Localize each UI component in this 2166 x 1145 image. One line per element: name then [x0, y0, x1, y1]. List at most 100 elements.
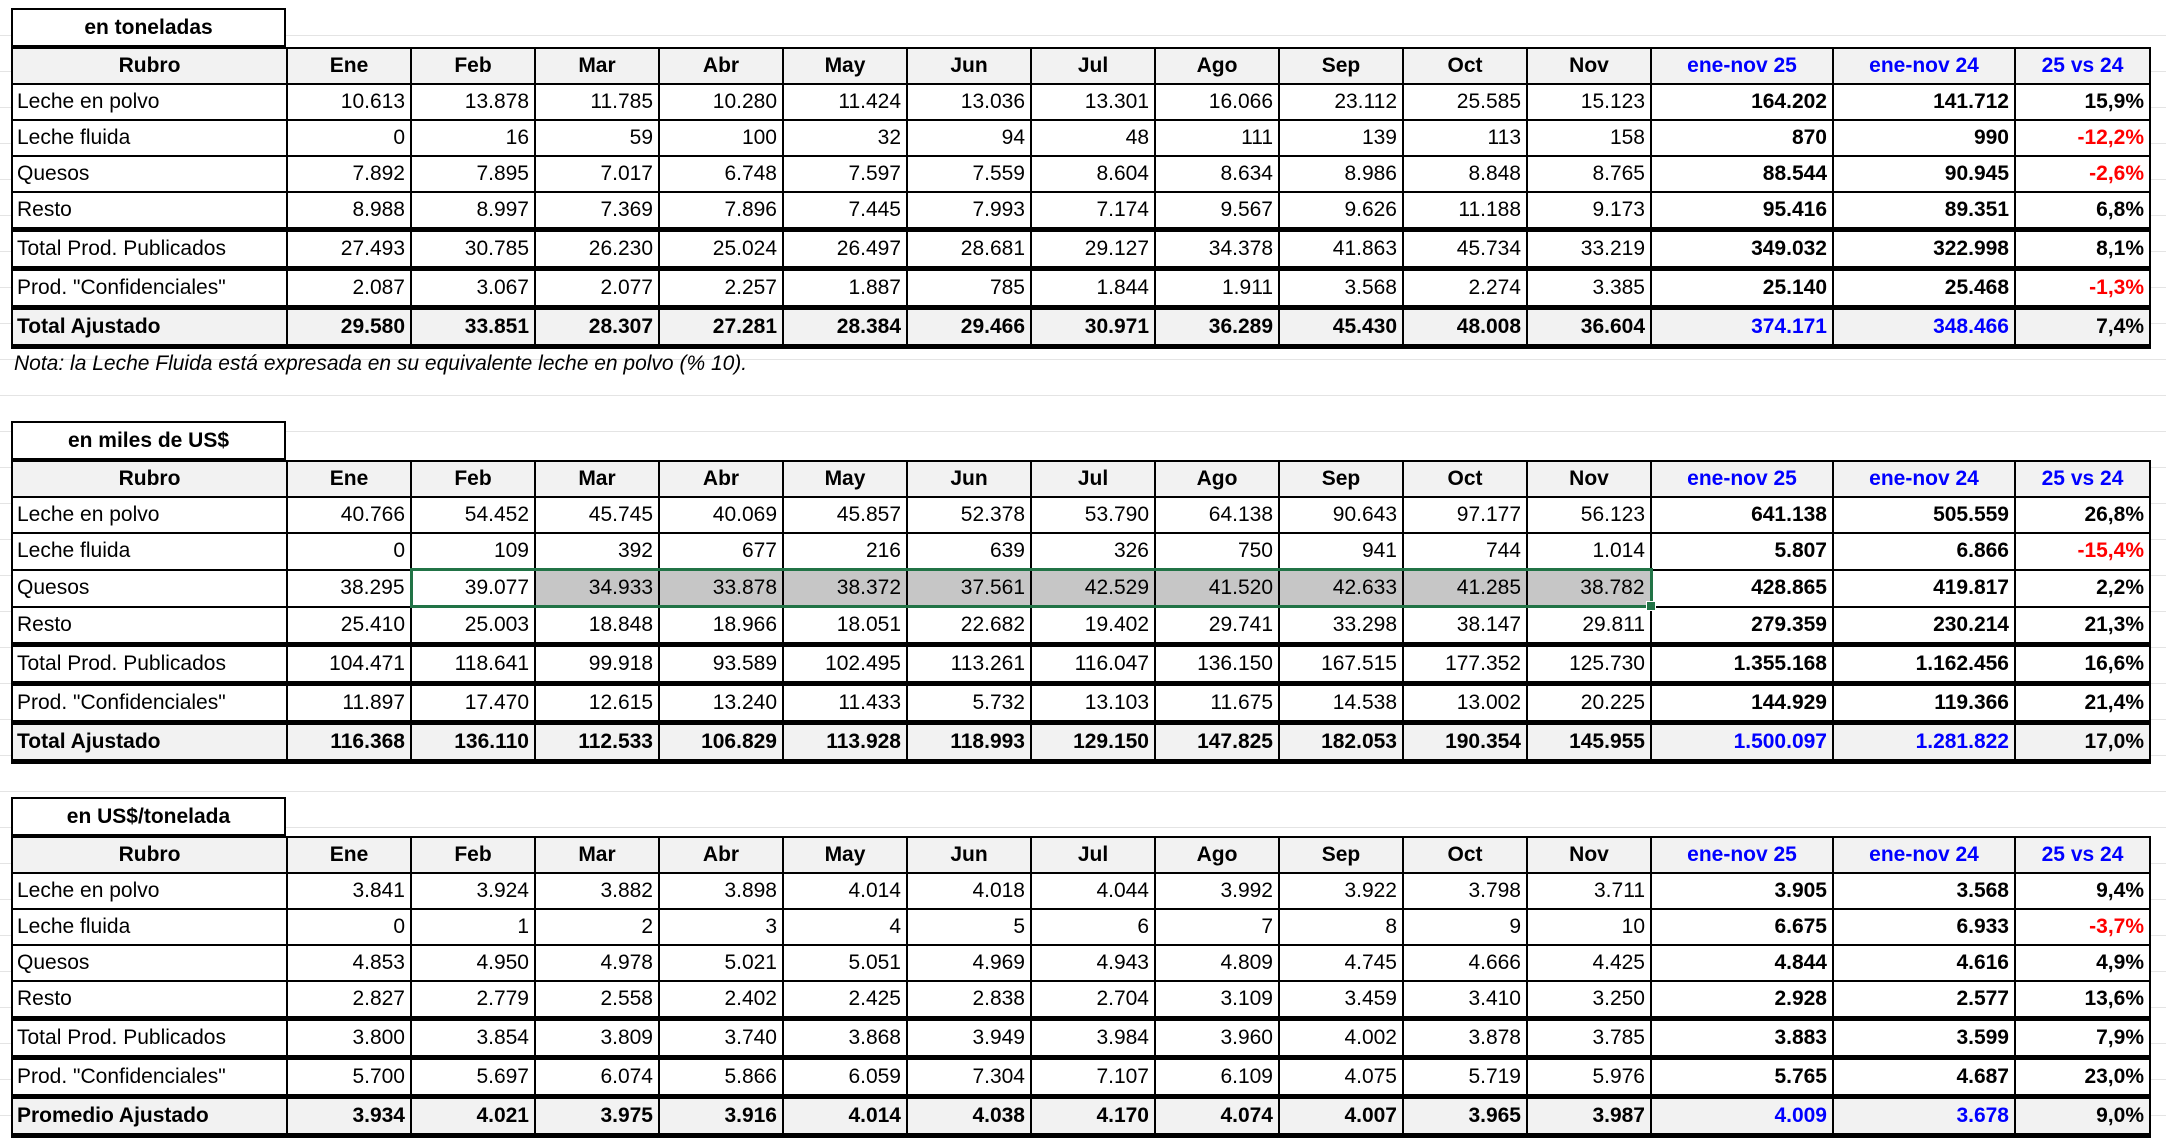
month-cell[interactable]: 13.103 — [1030, 681, 1156, 724]
month-cell[interactable]: 41.863 — [1278, 227, 1404, 270]
month-cell[interactable]: 112.533 — [534, 720, 660, 764]
column-header[interactable]: Ago — [1154, 460, 1280, 498]
month-cell[interactable]: 48.008 — [1402, 305, 1528, 349]
ytd-2025-cell[interactable]: 2.928 — [1650, 980, 1834, 1020]
pct-change-cell[interactable]: 4,9% — [2014, 944, 2151, 982]
month-cell[interactable]: 11.188 — [1402, 191, 1528, 231]
ytd-2024-cell[interactable]: 348.466 — [1832, 305, 2016, 349]
month-cell[interactable]: 145.955 — [1526, 720, 1652, 764]
month-cell[interactable]: 4.969 — [906, 944, 1032, 982]
month-cell[interactable]: 40.069 — [658, 496, 784, 534]
month-cell[interactable]: 3.975 — [534, 1094, 660, 1138]
month-cell[interactable]: 1.844 — [1030, 266, 1156, 309]
month-cell[interactable]: 0 — [286, 119, 412, 157]
month-cell[interactable]: 3.922 — [1278, 872, 1404, 910]
month-cell[interactable]: 2.558 — [534, 980, 660, 1020]
month-cell[interactable]: 29.580 — [286, 305, 412, 349]
month-cell[interactable]: 41.285 — [1402, 568, 1528, 608]
month-cell[interactable]: 4.021 — [410, 1094, 536, 1138]
ytd-2024-cell[interactable]: 3.599 — [1832, 1016, 2016, 1059]
month-cell[interactable]: 34.378 — [1154, 227, 1280, 270]
month-cell[interactable]: 11.433 — [782, 681, 908, 724]
column-header[interactable]: Jul — [1030, 460, 1156, 498]
month-cell[interactable]: 8.634 — [1154, 155, 1280, 193]
month-cell[interactable]: 99.918 — [534, 642, 660, 685]
ytd-2024-cell[interactable]: 230.214 — [1832, 605, 2016, 646]
row-label-cell[interactable]: Prod. "Confidenciales" — [11, 681, 288, 724]
ytd-2024-cell[interactable]: 89.351 — [1832, 191, 2016, 231]
month-cell[interactable]: 2.402 — [658, 980, 784, 1020]
month-cell[interactable]: 158 — [1526, 119, 1652, 157]
month-cell[interactable]: 30.785 — [410, 227, 536, 270]
month-cell[interactable]: 8.986 — [1278, 155, 1404, 193]
month-cell[interactable]: 10 — [1526, 908, 1652, 946]
month-cell[interactable]: 38.147 — [1402, 605, 1528, 646]
row-label-cell[interactable]: Prod. "Confidenciales" — [11, 1055, 288, 1098]
month-cell[interactable]: 3.984 — [1030, 1016, 1156, 1059]
column-header[interactable]: Rubro — [11, 836, 288, 874]
row-label-cell[interactable]: Leche en polvo — [11, 496, 288, 534]
month-cell[interactable]: 13.002 — [1402, 681, 1528, 724]
month-cell[interactable]: 9.567 — [1154, 191, 1280, 231]
month-cell[interactable]: 744 — [1402, 532, 1528, 571]
month-cell[interactable]: 0 — [286, 908, 412, 946]
ytd-2025-cell[interactable]: 3.905 — [1650, 872, 1834, 910]
pct-change-cell[interactable]: 8,1% — [2014, 227, 2151, 270]
month-cell[interactable]: 3.878 — [1402, 1016, 1528, 1059]
month-cell[interactable]: 106.829 — [658, 720, 784, 764]
month-cell[interactable]: 3.934 — [286, 1094, 412, 1138]
month-cell[interactable]: 3.949 — [906, 1016, 1032, 1059]
month-cell[interactable]: 11.675 — [1154, 681, 1280, 724]
pct-change-cell[interactable]: 7,4% — [2014, 305, 2151, 349]
month-cell[interactable]: 136.110 — [410, 720, 536, 764]
month-cell[interactable]: 4 — [782, 908, 908, 946]
month-cell[interactable]: 136.150 — [1154, 642, 1280, 685]
month-cell[interactable]: 2.077 — [534, 266, 660, 309]
month-cell[interactable]: 8 — [1278, 908, 1404, 946]
month-cell[interactable]: 113.261 — [906, 642, 1032, 685]
column-header[interactable]: 25 vs 24 — [2014, 47, 2151, 85]
pct-change-cell[interactable]: 16,6% — [2014, 642, 2151, 685]
month-cell[interactable]: 12.615 — [534, 681, 660, 724]
month-cell[interactable]: 7.304 — [906, 1055, 1032, 1098]
month-cell[interactable]: 4.978 — [534, 944, 660, 982]
ytd-2025-cell[interactable]: 95.416 — [1650, 191, 1834, 231]
month-cell[interactable]: 13.878 — [410, 83, 536, 121]
month-cell[interactable]: 6.748 — [658, 155, 784, 193]
ytd-2025-cell[interactable]: 164.202 — [1650, 83, 1834, 121]
month-cell[interactable]: 8.988 — [286, 191, 412, 231]
row-label-cell[interactable]: Promedio Ajustado — [11, 1094, 288, 1138]
month-cell[interactable]: 1.887 — [782, 266, 908, 309]
pct-change-cell[interactable]: 6,8% — [2014, 191, 2151, 231]
month-cell[interactable]: 3.898 — [658, 872, 784, 910]
table-title[interactable]: en miles de US$ — [11, 421, 286, 460]
month-cell[interactable]: 3.960 — [1154, 1016, 1280, 1059]
month-cell[interactable]: 40.766 — [286, 496, 412, 534]
month-cell[interactable]: 20.225 — [1526, 681, 1652, 724]
month-cell[interactable]: 9 — [1402, 908, 1528, 946]
column-header[interactable]: Ene — [286, 47, 412, 85]
month-cell[interactable]: 167.515 — [1278, 642, 1404, 685]
month-cell[interactable]: 3.868 — [782, 1016, 908, 1059]
month-cell[interactable]: 17.470 — [410, 681, 536, 724]
column-header[interactable]: Feb — [410, 460, 536, 498]
month-cell[interactable]: 3.711 — [1526, 872, 1652, 910]
month-cell[interactable]: 5 — [906, 908, 1032, 946]
column-header[interactable]: Feb — [410, 47, 536, 85]
month-cell[interactable]: 7.559 — [906, 155, 1032, 193]
month-cell[interactable]: 3.568 — [1278, 266, 1404, 309]
month-cell[interactable]: 25.024 — [658, 227, 784, 270]
column-header[interactable]: Sep — [1278, 836, 1404, 874]
column-header[interactable]: Oct — [1402, 836, 1528, 874]
ytd-2025-cell[interactable]: 5.807 — [1650, 532, 1834, 571]
month-cell[interactable]: 14.538 — [1278, 681, 1404, 724]
column-header[interactable]: May — [782, 460, 908, 498]
ytd-2024-cell[interactable]: 3.678 — [1832, 1094, 2016, 1138]
pct-change-cell[interactable]: 23,0% — [2014, 1055, 2151, 1098]
month-cell[interactable]: 5.732 — [906, 681, 1032, 724]
month-cell[interactable]: 125.730 — [1526, 642, 1652, 685]
month-cell[interactable]: 8.604 — [1030, 155, 1156, 193]
month-cell[interactable]: 4.018 — [906, 872, 1032, 910]
month-cell[interactable]: 147.825 — [1154, 720, 1280, 764]
column-header[interactable]: May — [782, 836, 908, 874]
